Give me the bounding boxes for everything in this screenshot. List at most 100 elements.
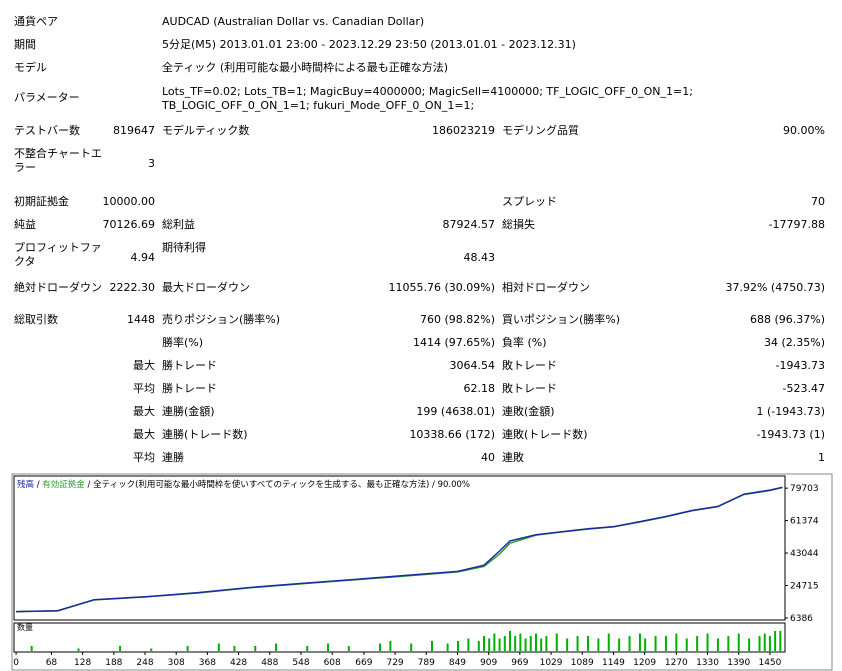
stat-value: 760 (98.82%) bbox=[419, 313, 495, 326]
volume-bar bbox=[758, 636, 761, 651]
volume-bar bbox=[77, 648, 80, 651]
stat-label: モデルティック数 bbox=[162, 124, 250, 137]
stat-value: 平均 bbox=[133, 382, 155, 395]
volume-bar bbox=[779, 631, 782, 651]
x-tick-label: 308 bbox=[168, 658, 185, 668]
volume-bar bbox=[675, 633, 678, 651]
volume-bar bbox=[540, 638, 543, 651]
stat-label: 総取引数 bbox=[14, 313, 58, 326]
stat-value: 3064.54 bbox=[449, 359, 496, 372]
stat-label: スプレッド bbox=[502, 195, 557, 208]
volume-bar bbox=[389, 641, 392, 651]
stat-value: 40 bbox=[481, 451, 495, 464]
stat-label: モデリング品質 bbox=[502, 124, 579, 137]
volume-bar bbox=[716, 638, 719, 651]
stat-value: 11055.76 (30.09%) bbox=[388, 281, 495, 294]
volume-bar bbox=[763, 633, 766, 651]
balance-line bbox=[16, 486, 783, 613]
stat-value: -17797.88 bbox=[768, 218, 825, 231]
stat-label: 連敗 bbox=[502, 451, 524, 464]
volume-bar bbox=[498, 638, 501, 651]
stat-value: 1 (-1943.73) bbox=[756, 405, 825, 418]
volume-bar bbox=[737, 633, 740, 651]
stat-value: -523.47 bbox=[782, 382, 825, 395]
stat-label: 勝トレード bbox=[162, 382, 217, 395]
stat-value: -1943.73 bbox=[775, 359, 825, 372]
volume-bar bbox=[410, 643, 413, 651]
x-tick-label: 789 bbox=[418, 658, 435, 668]
row-label: 期間 bbox=[14, 38, 36, 51]
stat-label: 期待利得 bbox=[162, 241, 206, 254]
x-tick-label: 1029 bbox=[540, 658, 563, 668]
stat-value: 1 bbox=[818, 451, 825, 464]
volume-bar bbox=[774, 631, 777, 651]
volume-bar bbox=[727, 636, 730, 651]
volume-bar bbox=[493, 633, 496, 651]
volume-bar bbox=[306, 646, 309, 651]
stat-value: 199 (4638.01) bbox=[416, 405, 495, 418]
volume-bar bbox=[430, 641, 433, 651]
x-tick-label: 428 bbox=[230, 658, 247, 668]
stat-label: 総損失 bbox=[502, 218, 535, 231]
volume-bar bbox=[534, 633, 537, 651]
volume-bar bbox=[748, 638, 751, 651]
stat-value: 688 (96.37%) bbox=[749, 313, 825, 326]
stat-value: 最大 bbox=[133, 359, 155, 372]
y-tick-label: 24715 bbox=[790, 582, 819, 592]
stat-label: 連勝(トレード数) bbox=[162, 428, 248, 441]
y-tick-label: 79703 bbox=[790, 484, 819, 494]
row-label: モデル bbox=[14, 61, 47, 74]
stat-value: 3 bbox=[148, 157, 155, 170]
x-tick-label: 729 bbox=[386, 658, 403, 668]
row-value: Lots_TF=0.02; Lots_TB=1; MagicBuy=400000… bbox=[162, 85, 693, 112]
x-tick-label: 1270 bbox=[665, 658, 688, 668]
volume-bar bbox=[545, 636, 548, 651]
row-value: AUDCAD (Australian Dollar vs. Canadian D… bbox=[162, 15, 425, 28]
volume-bar bbox=[477, 641, 480, 651]
legend-equity: 有効証拠金 bbox=[34, 480, 85, 490]
x-tick-label: 368 bbox=[199, 658, 216, 668]
volume-bar bbox=[30, 646, 33, 651]
stat-value: 2222.30 bbox=[109, 281, 156, 294]
stat-value: 4.94 bbox=[130, 251, 156, 264]
stat-value: 10000.00 bbox=[102, 195, 156, 208]
volume-bar bbox=[696, 636, 699, 651]
volume-bar bbox=[524, 638, 527, 651]
x-tick-label: 0 bbox=[13, 658, 19, 668]
volume-bar bbox=[456, 641, 459, 651]
volume-bar bbox=[607, 633, 610, 651]
volume-bar bbox=[638, 633, 641, 651]
y-tick-label: 43044 bbox=[790, 549, 819, 559]
stat-value: 186023219 bbox=[432, 124, 495, 137]
stat-label: 純益 bbox=[14, 218, 36, 231]
x-tick-label: 608 bbox=[324, 658, 341, 668]
volume-bar bbox=[576, 636, 579, 651]
volume-bar bbox=[488, 638, 491, 651]
volume-bar bbox=[644, 638, 647, 651]
volume-bar bbox=[233, 646, 236, 651]
volume-bar bbox=[503, 636, 506, 651]
volume-bar bbox=[254, 646, 257, 651]
volume-bar bbox=[566, 638, 569, 651]
x-tick-label: 1390 bbox=[727, 658, 750, 668]
volume-bar bbox=[628, 636, 631, 651]
stat-label: 勝トレード bbox=[162, 359, 217, 372]
volume-bar bbox=[379, 643, 382, 651]
model-note: 全ティック(利用可能な最小時間枠を使いすべてのティックを生成する、最も正確な方法… bbox=[85, 480, 429, 490]
x-tick-label: 1089 bbox=[571, 658, 594, 668]
stat-label: テストバー数 bbox=[14, 124, 80, 137]
x-tick-label: 1209 bbox=[633, 658, 656, 668]
stat-label: 負率 (%) bbox=[502, 336, 547, 349]
stat-label: 敗トレード bbox=[502, 382, 557, 395]
equity-line bbox=[16, 486, 783, 613]
stat-label: 初期証拠金 bbox=[14, 195, 69, 208]
volume-bar bbox=[327, 643, 330, 651]
volume-bar bbox=[519, 633, 522, 651]
volume-bar bbox=[768, 636, 771, 651]
volume-bar bbox=[706, 633, 709, 651]
chart-header: 残高有効証拠金全ティック(利用可能な最小時間枠を使いすべてのティックを生成する、… bbox=[17, 478, 470, 490]
volume-bar bbox=[119, 646, 122, 651]
y-tick-label: 61374 bbox=[790, 517, 819, 527]
volume-bar bbox=[514, 636, 517, 651]
volume-bar bbox=[467, 638, 470, 651]
